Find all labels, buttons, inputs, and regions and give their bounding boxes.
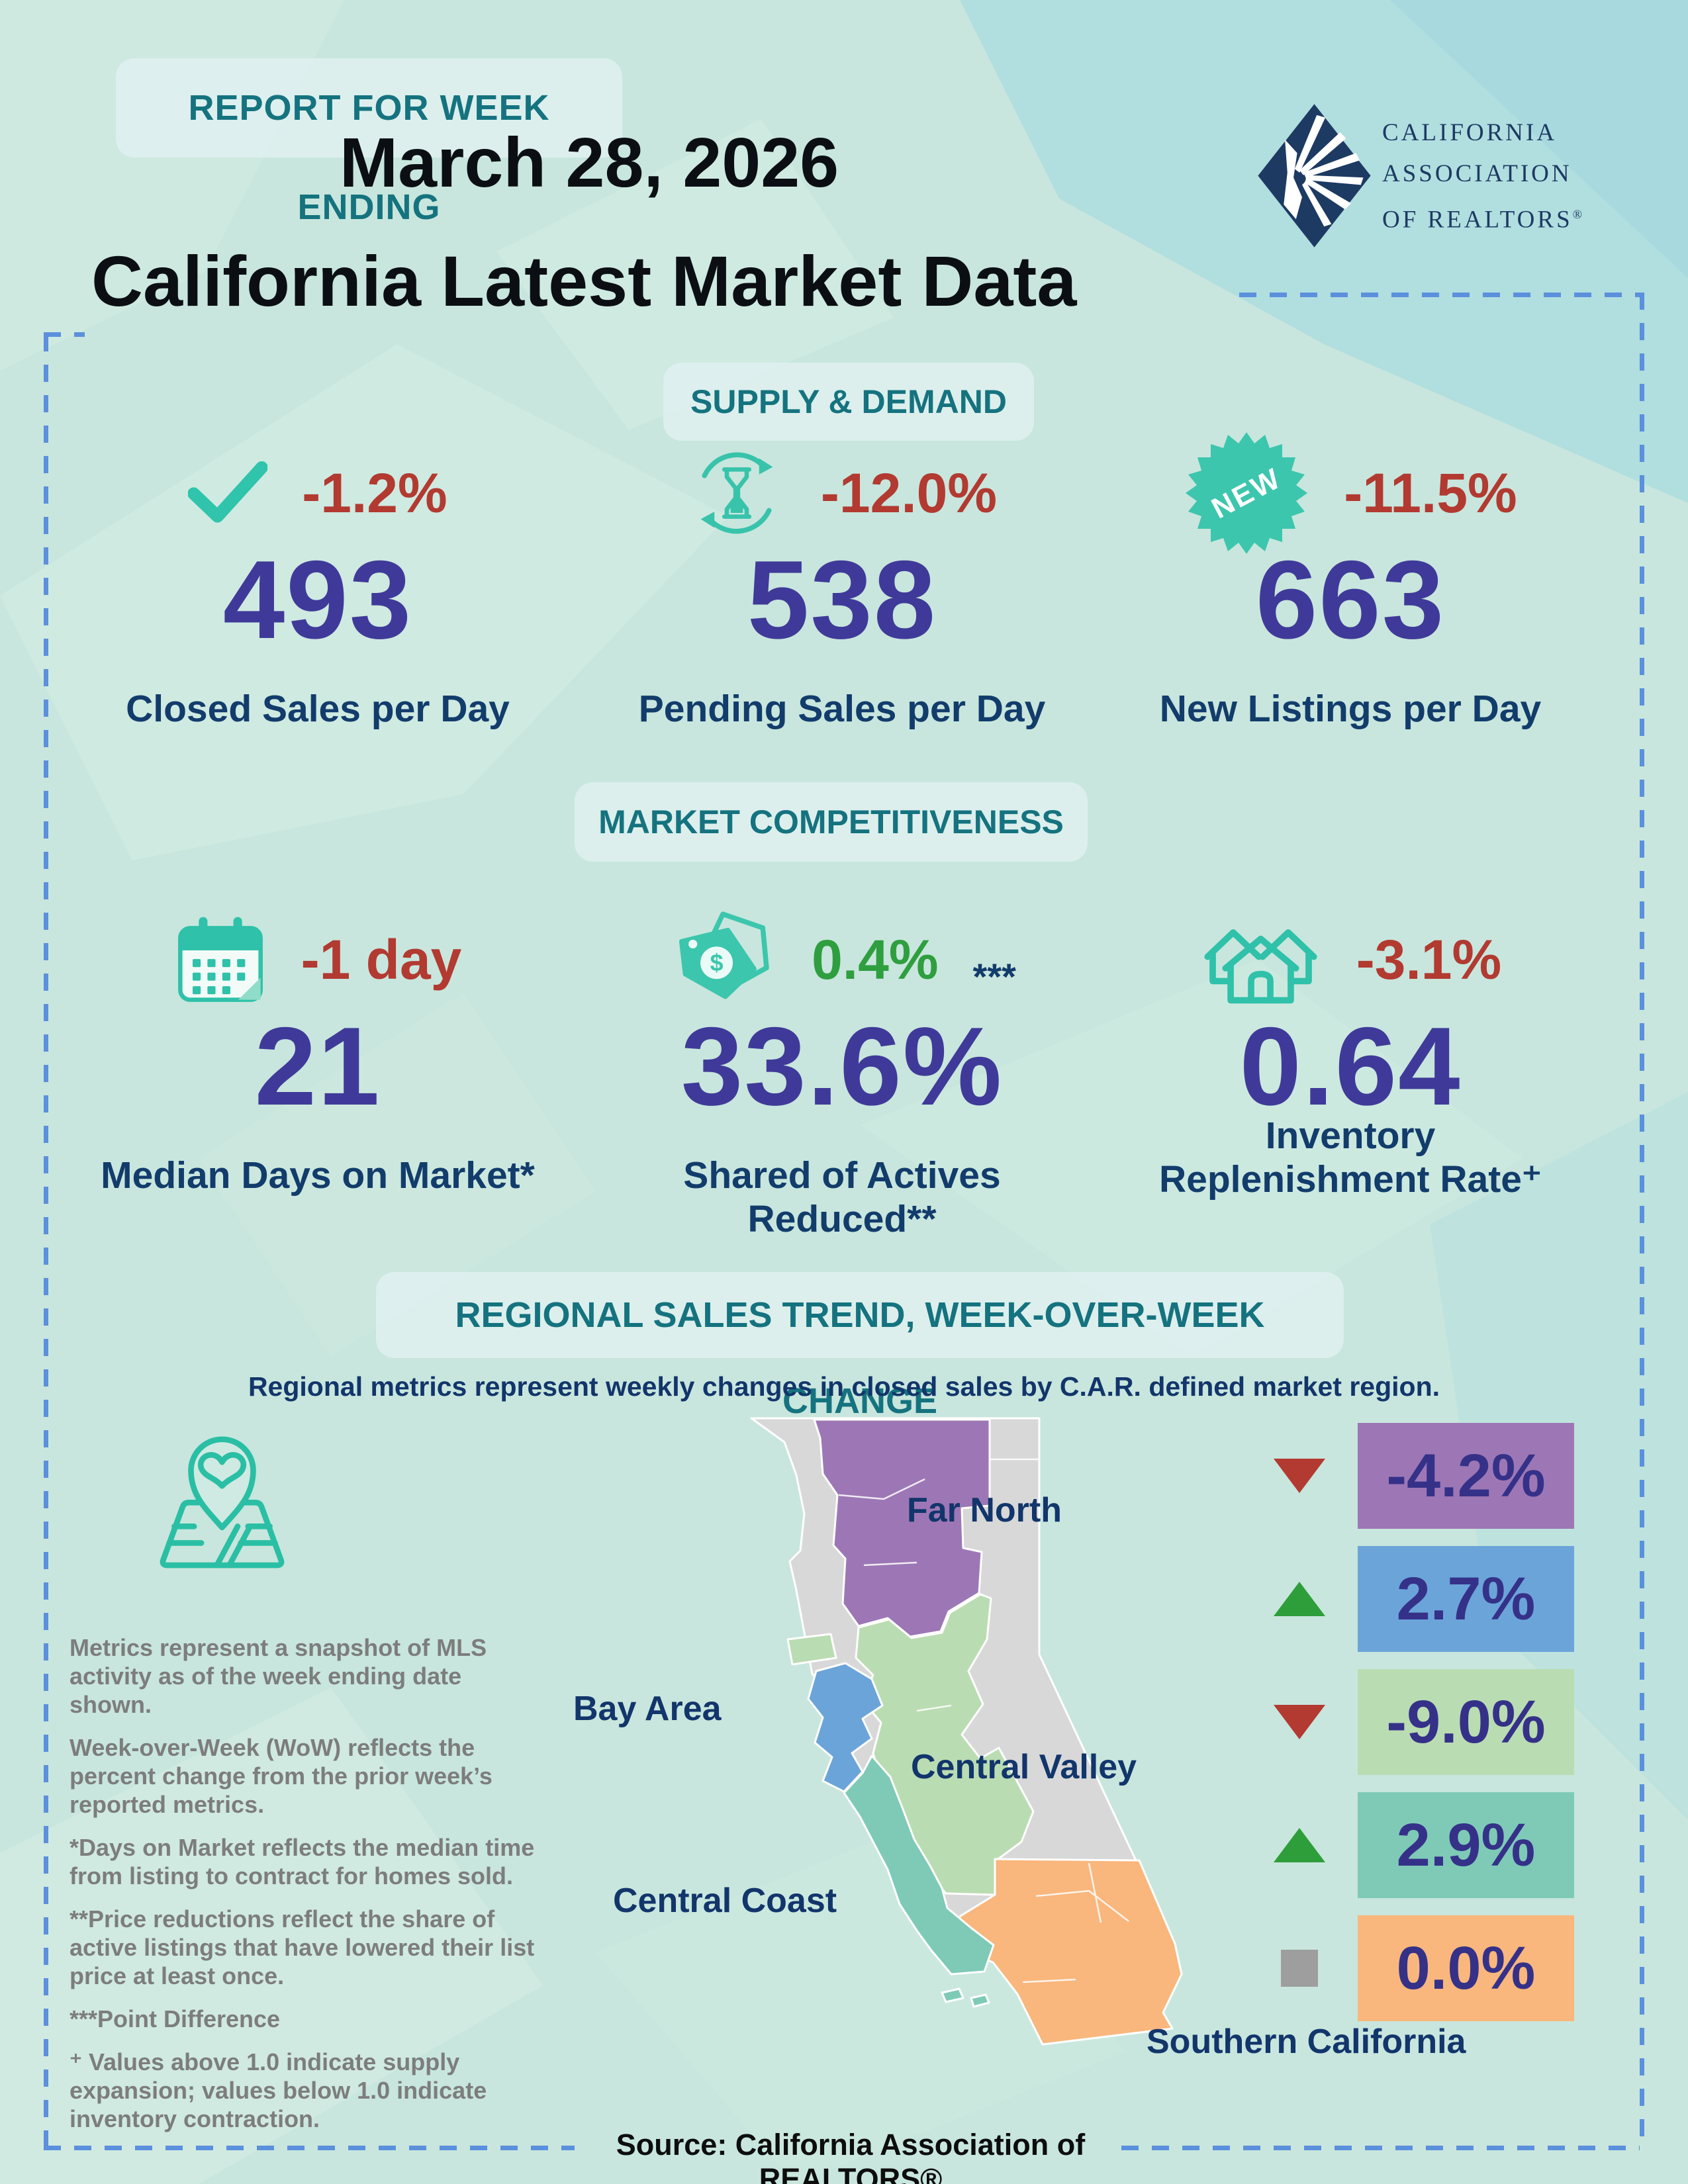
frame-dash-left bbox=[44, 334, 48, 2148]
report-week-badge: REPORT FOR WEEK ENDING bbox=[116, 58, 622, 227]
median-days-change-row: -1 day bbox=[60, 890, 576, 1029]
new-listings-change: -11.5% bbox=[1344, 461, 1517, 524]
frame-dash-bottom-left bbox=[44, 2146, 575, 2150]
pending-sales-value: 538 bbox=[747, 537, 937, 662]
source-attribution: Source: California Association of REALTO… bbox=[616, 2128, 1086, 2184]
new-listings-value: 663 bbox=[1255, 537, 1446, 662]
footnotes: Metrics represent a snapshot of MLS acti… bbox=[70, 1633, 543, 2148]
map-label-central-coast: Central Coast bbox=[613, 1882, 837, 1920]
new-starburst-icon: NEW bbox=[1186, 432, 1308, 554]
new-listings-label: New Listings per Day bbox=[1159, 688, 1542, 730]
trend-up-icon bbox=[1274, 1828, 1325, 1862]
logo-wordmark: CALIFORNIA ASSOCIATION OF REALTORS® bbox=[1382, 113, 1582, 240]
new-listings-change-row: NEW -11.5% bbox=[1092, 424, 1609, 563]
metric-new-listings: NEW -11.5% 663 New Listings per Day bbox=[1092, 424, 1609, 768]
pending-sales-change: -12.0% bbox=[820, 461, 998, 524]
map-region-central-valley-north-patch bbox=[786, 1633, 837, 1666]
frame-dash-right bbox=[1640, 293, 1644, 2148]
report-date: March 28, 2026 bbox=[339, 124, 839, 202]
registered-mark: ® bbox=[1572, 208, 1583, 222]
map-channel-islands bbox=[941, 1987, 990, 2008]
legend-value-bay-area: 2.7% bbox=[1358, 1546, 1574, 1652]
closed-sales-change: -1.2% bbox=[302, 461, 447, 524]
page-title: California Latest Market Data bbox=[91, 241, 1077, 321]
footnote-snapshot: Metrics represent a snapshot of MLS acti… bbox=[70, 1634, 487, 1718]
map-label-southern-california: Southern California bbox=[1147, 2023, 1466, 2061]
metric-median-days: -1 day 21 Median Days on Market* bbox=[60, 890, 576, 1234]
map-region-southern-california bbox=[939, 1858, 1183, 2046]
inventory-value: 0.64 bbox=[1239, 1004, 1462, 1128]
logo-line-2: ASSOCIATION bbox=[1382, 160, 1572, 187]
actives-reduced-value: 33.6% bbox=[680, 1004, 1004, 1128]
point-difference-note: *** bbox=[972, 955, 1016, 997]
regional-subtitle: Regional metrics represent weekly change… bbox=[248, 1371, 1440, 1402]
map-label-far-north: Far North bbox=[907, 1491, 1062, 1529]
hourglass-refresh-icon bbox=[700, 452, 773, 534]
footnote-price-reductions: **Price reductions reflect the share of … bbox=[70, 1905, 535, 1989]
legend-value-central-valley: -9.0% bbox=[1358, 1669, 1574, 1775]
closed-sales-change-row: -1.2% bbox=[60, 424, 576, 563]
calendar-icon bbox=[177, 917, 263, 1002]
median-days-value: 21 bbox=[254, 1004, 381, 1128]
metric-actives-reduced: $ 0.4% *** 33.6% Shared of Actives Reduc… bbox=[584, 890, 1100, 1240]
legend-value-far-north: -4.2% bbox=[1358, 1423, 1574, 1529]
trend-down-icon bbox=[1274, 1459, 1325, 1493]
pending-sales-change-row: -12.0% bbox=[584, 424, 1100, 563]
metric-pending-sales: -12.0% 538 Pending Sales per Day bbox=[584, 424, 1100, 768]
section-heading-market-competitiveness: MARKET COMPETITIVENESS bbox=[575, 782, 1088, 862]
inventory-label-line-1: Inventory bbox=[1265, 1115, 1436, 1157]
inventory-change: -3.1% bbox=[1356, 928, 1502, 991]
legend-value-southern-california: 0.0% bbox=[1358, 1915, 1574, 2021]
footnote-days-on-market: *Days on Market reflects the median time… bbox=[70, 1834, 535, 1889]
california-region-map bbox=[750, 1417, 1183, 2046]
closed-sales-label: Closed Sales per Day bbox=[126, 688, 510, 730]
houses-icon bbox=[1204, 929, 1317, 1003]
actives-reduced-change-row: $ 0.4% *** bbox=[584, 890, 1100, 1029]
pending-sales-label: Pending Sales per Day bbox=[638, 688, 1046, 730]
logo-line-3: OF REALTORS® bbox=[1382, 206, 1583, 234]
closed-sales-value: 493 bbox=[222, 537, 413, 662]
footnote-replenishment: ⁺ Values above 1.0 indicate supply expan… bbox=[70, 2048, 487, 2132]
trend-down-icon bbox=[1274, 1705, 1325, 1739]
inventory-label: Inventory Replenishment Rate⁺ bbox=[1092, 1114, 1609, 1201]
metric-closed-sales: -1.2% 493 Closed Sales per Day bbox=[60, 424, 576, 768]
map-label-central-valley: Central Valley bbox=[911, 1748, 1137, 1786]
svg-text:$: $ bbox=[710, 950, 724, 976]
trend-flat-icon bbox=[1281, 1950, 1318, 1987]
footnote-wow: Week-over-Week (WoW) reflects the percen… bbox=[70, 1734, 492, 1818]
price-tags-icon: $ bbox=[679, 911, 769, 999]
median-days-label: Median Days on Market* bbox=[101, 1154, 535, 1197]
check-icon bbox=[188, 461, 268, 523]
map-region-central-coast bbox=[843, 1754, 995, 1976]
inventory-label-line-2: Replenishment Rate⁺ bbox=[1158, 1158, 1542, 1201]
footnote-point-difference: ***Point Difference bbox=[70, 2005, 281, 2032]
logo-line-1: CALIFORNIA bbox=[1382, 119, 1558, 146]
section-heading-regional-trend: REGIONAL SALES TREND, WEEK-OVER-WEEK CHA… bbox=[376, 1272, 1344, 1421]
metric-inventory-replenishment: -3.1% 0.64 Inventory Replenishment Rate⁺ bbox=[1092, 890, 1609, 1234]
legend-value-central-coast: 2.9% bbox=[1358, 1792, 1574, 1898]
map-pin-heart-icon bbox=[160, 1436, 285, 1569]
inventory-change-row: -3.1% bbox=[1092, 890, 1609, 1029]
trend-up-icon bbox=[1274, 1582, 1325, 1616]
actives-reduced-change: 0.4% bbox=[812, 928, 939, 991]
frame-dash-top-left-nub bbox=[44, 332, 85, 337]
car-diamond-logo-icon bbox=[1258, 104, 1371, 248]
map-label-bay-area: Bay Area bbox=[573, 1690, 722, 1728]
median-days-change: -1 day bbox=[301, 928, 462, 991]
frame-dash-bottom-right bbox=[1121, 2146, 1640, 2150]
section-heading-supply-demand: SUPPLY & DEMAND bbox=[663, 363, 1034, 441]
frame-dash-top-right bbox=[1239, 293, 1640, 297]
actives-reduced-label: Shared of Actives Reduced** bbox=[683, 1154, 1001, 1240]
